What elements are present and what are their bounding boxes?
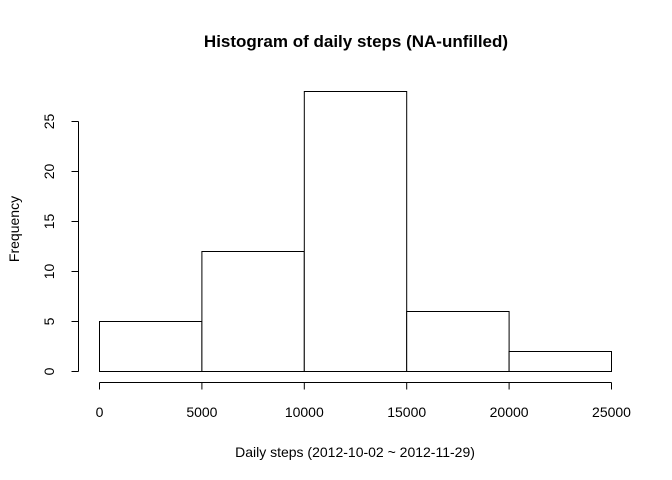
histogram-bar-5 [508,351,613,372]
y-tick-label: 25 [41,114,57,130]
x-tick-label: 0 [96,404,104,420]
x-axis-label: Daily steps (2012-10-02 ~ 2012-11-29) [235,444,475,460]
y-tick-label: 15 [41,214,57,230]
x-tick-label: 20000 [490,404,529,420]
y-axis-label: Frequency [6,196,22,262]
histogram-bar-4 [406,311,510,372]
histogram-bar-1 [99,321,203,372]
x-tick-label: 15000 [387,404,426,420]
y-tick-label: 20 [41,164,57,180]
bars-group [99,91,613,372]
y-tick-label: 10 [41,264,57,280]
y-tick-label: 5 [41,317,57,325]
x-axis: 0 5000 10000 15000 20000 25000 [96,382,631,420]
x-tick-label: 10000 [285,404,324,420]
chart-title: Histogram of daily steps (NA-unfilled) [204,32,508,51]
y-tick-label: 0 [41,367,57,375]
histogram-bar-2 [201,251,305,372]
x-tick-label: 5000 [186,404,217,420]
y-axis: 0 5 10 15 20 25 [41,114,79,375]
x-tick-label: 25000 [592,404,631,420]
histogram-bar-3 [303,91,408,372]
